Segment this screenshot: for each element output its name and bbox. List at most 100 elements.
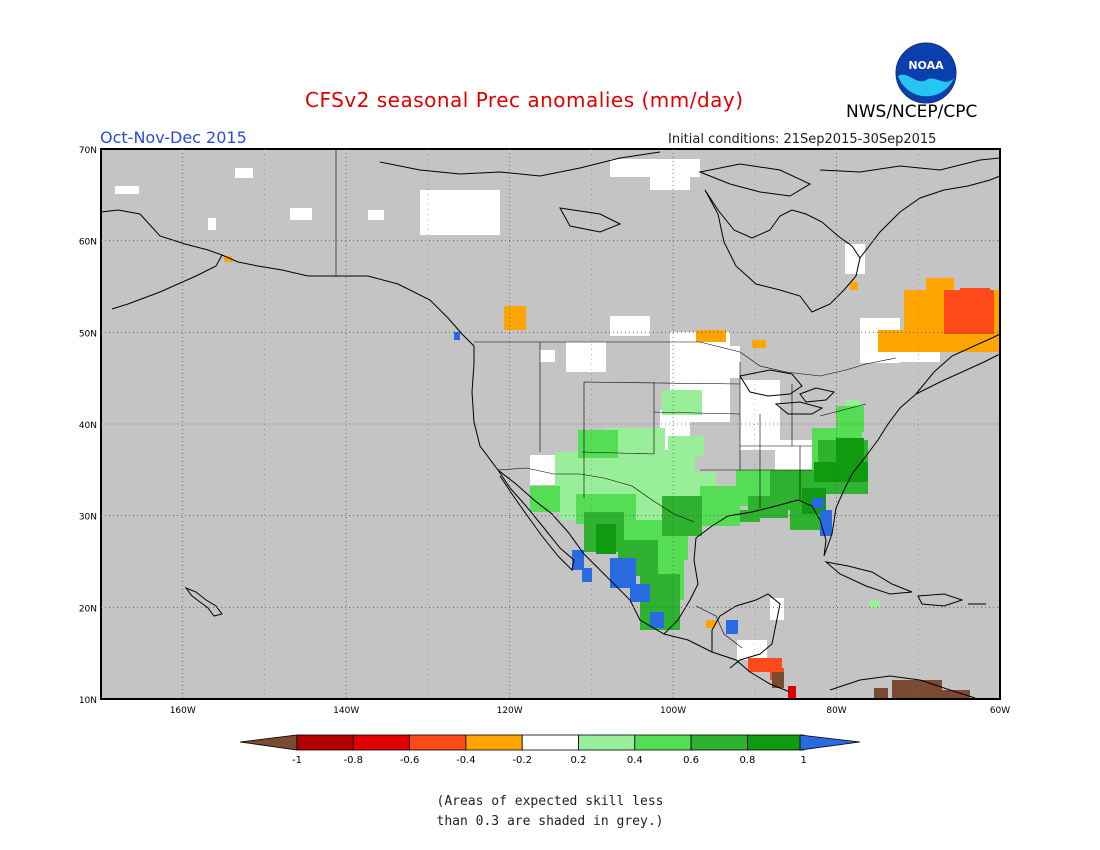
anomaly-cell: [650, 160, 690, 190]
colorbar-label: -0.8: [344, 755, 364, 766]
lon-label: 140W: [333, 706, 359, 716]
anomaly-cell: [504, 306, 526, 330]
lon-label: 60W: [990, 706, 1010, 716]
colorbar-labels: -1 -0.8 -0.6 -0.4 -0.2 0.2 0.4 0.6 0.8 1: [292, 755, 807, 766]
skill-footnote: (Areas of expected skill less than 0.3 a…: [0, 792, 1100, 832]
anomaly-cell: [610, 558, 636, 588]
anomaly-cell: [836, 438, 864, 464]
anomaly-cell: [892, 680, 942, 698]
anomaly-cell: [706, 620, 716, 628]
anomaly-cell: [662, 496, 702, 536]
lon-label: 100W: [660, 706, 686, 716]
colorbar-bin: [690, 734, 748, 751]
noaa-logo-text: NOAA: [908, 59, 944, 72]
latitude-labels: 70N 60N 50N 40N 30N 20N 10N: [79, 146, 97, 706]
anomaly-cell: [820, 510, 832, 536]
colorbar-label: 0.6: [683, 755, 699, 766]
anomaly-cell: [836, 406, 864, 432]
colorbar-label: 0.2: [571, 755, 587, 766]
anomaly-cell: [578, 430, 618, 458]
anomaly-cell: [668, 436, 704, 456]
anomaly-cell: [530, 486, 560, 512]
anomaly-cell: [235, 168, 253, 178]
colorbar-bin: [521, 734, 579, 751]
lon-label: 80W: [826, 706, 846, 716]
anomaly-cell: [596, 524, 616, 554]
colorbar: -1 -0.8 -0.6 -0.4 -0.2 0.2 0.4 0.6 0.8 1: [239, 734, 861, 766]
colorbar-label: 0.4: [627, 755, 643, 766]
anomaly-cell: [770, 598, 784, 620]
anomaly-cell: [752, 340, 766, 348]
anomaly-cell: [650, 612, 664, 628]
map-title: CFSv2 seasonal Prec anomalies (mm/day): [305, 88, 744, 112]
colorbar-bin: [747, 734, 805, 751]
colorbar-below-min: [239, 734, 298, 751]
lat-label: 40N: [79, 421, 97, 431]
colorbar-bins: [296, 734, 805, 751]
colorbar-bin: [465, 734, 523, 751]
graticule: [101, 149, 1000, 699]
noaa-logo: NOAA: [895, 42, 957, 104]
anomaly-cell: [208, 218, 216, 230]
footnote-line-1: (Areas of expected skill less: [436, 794, 664, 809]
political-boundaries: [335, 149, 897, 649]
lat-label: 10N: [79, 696, 97, 706]
initial-conditions-label: Initial conditions: 21Sep2015-30Sep2015: [668, 132, 937, 147]
lat-label: 60N: [79, 238, 97, 248]
coastlines: [100, 151, 1001, 699]
anomaly-cell: [874, 688, 888, 698]
colorbar-label: -0.4: [456, 755, 476, 766]
anomaly-cells: [115, 159, 1000, 698]
anomaly-cell: [845, 244, 865, 274]
anomaly-cell: [737, 640, 767, 660]
lat-label: 70N: [79, 146, 97, 156]
anomaly-cell: [812, 498, 824, 508]
colorbar-label: -0.2: [512, 755, 532, 766]
colorbar-bin: [634, 734, 692, 751]
anomaly-cell: [368, 210, 384, 220]
lat-label: 20N: [79, 604, 97, 614]
anomaly-cell: [870, 600, 880, 608]
anomaly-cell: [788, 686, 796, 698]
anomaly-cell: [582, 568, 592, 582]
longitude-labels: 160W 140W 120W 100W 80W 60W: [170, 706, 1011, 716]
anomaly-cell: [566, 342, 606, 372]
colorbar-bin: [409, 734, 467, 751]
colorbar-label: 1: [801, 755, 807, 766]
anomaly-cell: [696, 330, 726, 342]
anomaly-cell: [454, 332, 460, 340]
colorbar-bin: [296, 734, 354, 751]
colorbar-label: -1: [292, 755, 302, 766]
anomaly-cell: [290, 208, 312, 220]
anomaly-cell: [662, 390, 702, 415]
anomaly-cell: [540, 350, 555, 362]
anomaly-cell: [772, 672, 784, 688]
colorbar-bin: [352, 734, 410, 751]
colorbar-label: -0.6: [400, 755, 420, 766]
lon-label: 160W: [170, 706, 196, 716]
anomaly-cell: [726, 620, 738, 634]
anomaly-cell: [610, 316, 650, 336]
lon-label: 120W: [497, 706, 523, 716]
anomaly-cell: [224, 256, 232, 262]
anomaly-cell: [700, 346, 740, 378]
colorbar-bin: [578, 734, 636, 751]
anomaly-cell: [814, 462, 868, 482]
lat-label: 30N: [79, 513, 97, 523]
footnote-line-2: than 0.3 are shaded in grey.): [436, 814, 664, 829]
anomaly-cell: [940, 690, 970, 698]
anomaly-cell: [420, 190, 500, 235]
lat-label: 50N: [79, 329, 97, 339]
colorbar-above-max: [799, 734, 861, 751]
agency-label: NWS/NCEP/CPC: [846, 102, 978, 122]
season-label: Oct-Nov-Dec 2015: [100, 128, 247, 147]
anomaly-cell: [850, 282, 858, 290]
anomaly-cell: [878, 330, 908, 352]
anomaly-cell: [630, 584, 650, 602]
anomaly-cell: [572, 550, 584, 570]
colorbar-label: 0.8: [739, 755, 755, 766]
anomaly-cell: [115, 186, 139, 194]
anomaly-cell: [700, 486, 740, 526]
